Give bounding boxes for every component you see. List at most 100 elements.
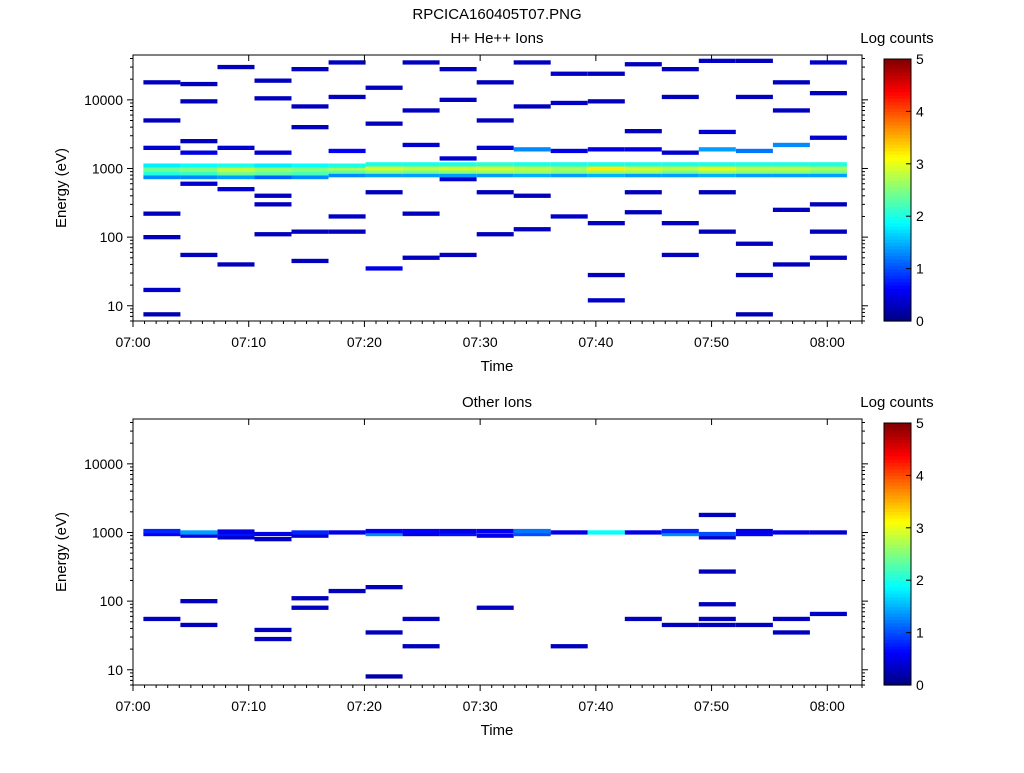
heatmap-cell xyxy=(291,167,329,173)
colorbar-tick-label: 3 xyxy=(916,520,924,536)
heatmap-cell xyxy=(698,166,736,171)
heatmap-cell xyxy=(365,190,403,195)
colorbar-swatch xyxy=(884,180,911,185)
colorbar-swatch xyxy=(884,98,911,103)
x-tick-label: 07:00 xyxy=(115,698,150,714)
colorbar-frame xyxy=(883,58,912,322)
colorbar-swatch xyxy=(884,108,911,113)
heatmap-cell xyxy=(402,528,440,534)
heatmap-cell xyxy=(143,287,181,293)
heatmap-cell xyxy=(254,167,292,173)
heatmap-cell xyxy=(180,171,218,176)
colorbar-tick-label: 4 xyxy=(916,103,924,119)
colorbar-swatch xyxy=(884,153,911,158)
colorbar-frame xyxy=(883,422,912,686)
heatmap-cell xyxy=(143,235,181,240)
colorbar-swatch xyxy=(884,222,911,227)
colorbar-swatch xyxy=(884,576,911,581)
heatmap-cell xyxy=(291,596,329,601)
heatmap-cell xyxy=(476,80,514,85)
heatmap-cell xyxy=(735,622,773,628)
colorbar-swatch xyxy=(884,163,911,168)
colorbar-tick-label: 2 xyxy=(916,572,924,588)
heatmap-cell xyxy=(402,108,440,113)
x-axis-label: Time xyxy=(481,722,514,739)
colorbar-label: Log counts xyxy=(860,394,933,411)
heatmap-cell xyxy=(254,171,292,176)
colorbar-swatch xyxy=(884,127,911,132)
colorbar-swatch xyxy=(884,632,911,637)
colorbar-swatch xyxy=(884,59,911,63)
heatmap-cell xyxy=(143,80,181,85)
heatmap-cell xyxy=(550,100,588,106)
colorbar-swatch xyxy=(884,570,911,575)
heatmap-cell xyxy=(624,173,662,178)
heatmap-cell xyxy=(513,162,551,167)
heatmap-cell xyxy=(254,163,292,168)
heatmap-cell xyxy=(439,169,477,174)
heatmap-cell xyxy=(809,229,847,234)
heatmap-cell xyxy=(550,166,588,171)
colorbar-swatch xyxy=(884,547,911,552)
colorbar-swatch xyxy=(884,275,911,280)
heatmap-cell xyxy=(476,145,514,150)
heatmap-cell xyxy=(254,627,292,633)
heatmap-cell xyxy=(402,255,440,260)
colorbar-swatch xyxy=(884,239,911,244)
heatmap-cell xyxy=(217,171,255,176)
heatmap-cell xyxy=(180,181,218,186)
heatmap-cell xyxy=(439,97,477,102)
colorbar-swatch xyxy=(884,111,911,116)
colorbar-swatch xyxy=(884,91,911,96)
colorbar-swatch xyxy=(884,219,911,224)
heatmap-cell xyxy=(180,622,218,628)
heatmap-cell xyxy=(254,202,292,207)
heatmap-cell xyxy=(291,67,329,72)
colorbar-swatch xyxy=(884,288,911,293)
x-tick-label: 07:40 xyxy=(578,334,613,350)
heatmap-cell xyxy=(365,630,403,635)
heatmap-cell xyxy=(624,162,662,167)
colorbar-swatch xyxy=(884,426,911,431)
colorbar-swatch xyxy=(884,78,911,83)
x-tick-label: 07:00 xyxy=(115,334,150,350)
colorbar-swatch xyxy=(884,255,911,260)
heatmap-cell xyxy=(439,173,477,178)
heatmap-cell xyxy=(809,91,847,96)
heatmap-cell xyxy=(587,221,625,226)
heatmap-cell xyxy=(180,599,218,604)
heatmap-cell xyxy=(772,207,810,212)
colorbar-tick-label: 2 xyxy=(916,208,924,224)
plot-frame xyxy=(132,418,863,686)
heatmap-cell xyxy=(698,190,736,195)
colorbar-swatch xyxy=(884,485,911,490)
heatmap-cell xyxy=(513,528,551,534)
x-tick-label: 07:20 xyxy=(347,334,382,350)
heatmap-cell xyxy=(809,255,847,260)
heatmap-cell xyxy=(661,221,699,226)
colorbar-swatch xyxy=(884,281,911,286)
colorbar-swatch xyxy=(884,626,911,630)
colorbar-swatch xyxy=(884,603,911,608)
colorbar-tick-label: 5 xyxy=(916,51,924,67)
heatmap-cell xyxy=(513,104,551,109)
heatmap-cell xyxy=(587,147,625,152)
colorbar-swatch xyxy=(884,140,911,145)
heatmap-cell xyxy=(291,530,329,535)
heatmap-cell xyxy=(439,531,477,537)
heatmap-cell xyxy=(476,232,514,237)
heatmap-cell xyxy=(809,60,847,65)
y-tick-label: 100 xyxy=(100,229,124,245)
heatmap-cell xyxy=(402,142,440,148)
heatmap-cell xyxy=(698,602,736,607)
heatmap-cell xyxy=(365,85,403,90)
heatmap-cell xyxy=(254,174,292,180)
colorbar-swatch xyxy=(884,245,911,250)
colorbar-swatch xyxy=(884,537,911,542)
heatmap-cell xyxy=(513,147,551,152)
heatmap-cell xyxy=(291,104,329,109)
colorbar: 0 1 2 3 4 5 xyxy=(883,415,924,693)
colorbar-swatch xyxy=(884,517,911,522)
colorbar-swatch xyxy=(884,304,911,309)
